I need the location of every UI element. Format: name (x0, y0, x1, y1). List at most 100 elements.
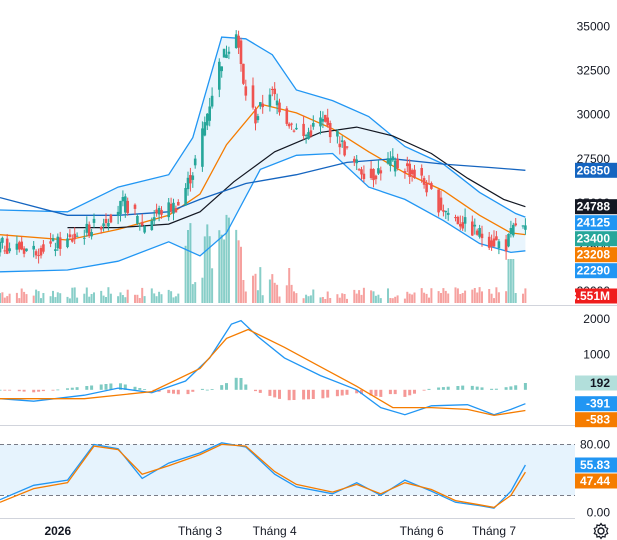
macd-histogram-bar (355, 389, 359, 394)
volume-bar (124, 297, 127, 303)
volume-bar (73, 287, 76, 303)
volume-bar (271, 274, 274, 303)
macd-histogram-bar (220, 385, 224, 390)
macd-histogram-bar (278, 389, 281, 399)
candle-body (239, 40, 243, 64)
macd-histogram-bar (205, 389, 209, 391)
candle-body (193, 158, 197, 166)
macd-histogram-bar (41, 389, 45, 392)
macd-histogram-bar (509, 386, 513, 390)
candle-body (374, 175, 378, 180)
volume-bar (295, 293, 298, 303)
candle-body (140, 222, 144, 226)
candle-body (343, 141, 346, 156)
volume-bar (88, 296, 91, 303)
gear-icon[interactable] (592, 522, 610, 540)
macd-histogram-bar (456, 386, 460, 390)
candle-body (413, 169, 416, 178)
candle-body (90, 232, 93, 237)
volume-bar (309, 295, 312, 303)
candle-body (49, 241, 52, 244)
candle-body (75, 235, 79, 237)
volume-bar (406, 291, 409, 303)
overlay-line (0, 103, 526, 241)
candle-body (495, 236, 498, 241)
volume-bar (522, 293, 524, 303)
axes: 2000022500250002750030000325003500020001… (0, 20, 617, 538)
volume-bar (155, 296, 158, 303)
candle-body (490, 240, 493, 247)
macd-histogram-bar (104, 384, 108, 390)
volume-bar (218, 230, 221, 303)
candle-body (396, 158, 399, 168)
candle-body (319, 117, 322, 127)
price-value-badge-bg (575, 263, 617, 279)
candle-body (478, 228, 481, 237)
volume-bar (476, 292, 479, 303)
candle-body (360, 169, 363, 175)
volume-bar (23, 291, 26, 303)
candle-body (454, 217, 457, 219)
macd-histogram-bar (360, 389, 363, 395)
volume-bar (428, 297, 430, 303)
volume-bar (32, 295, 35, 303)
candle-body (391, 156, 395, 161)
macd-histogram-bar (523, 383, 527, 390)
volume-bar (437, 291, 440, 303)
macd-histogram-bar (461, 385, 465, 390)
macd-histogram-bar (480, 387, 484, 390)
price-pane[interactable] (0, 30, 527, 303)
volume-bar (423, 292, 426, 303)
volume-bar (76, 297, 79, 303)
volume-bar (160, 294, 163, 303)
macd-value-badge-bg (575, 375, 617, 391)
candle-body (34, 251, 38, 256)
candle-body (504, 239, 508, 252)
macd-histogram-bar (22, 389, 26, 392)
stochastic-value-badge: 55.83 (575, 457, 617, 473)
volume-bar (68, 298, 71, 303)
candle-body (225, 54, 228, 58)
volume-bar (326, 291, 329, 303)
candle-body (143, 226, 146, 233)
macd-histogram-bar (494, 388, 498, 390)
candle-body (509, 228, 513, 235)
volume-bar (52, 290, 54, 303)
volume-bar (42, 293, 45, 303)
macd-histogram-bar (239, 378, 243, 390)
volume-value-badge: 3.551M (570, 288, 617, 304)
candle-body (256, 116, 260, 121)
macd-histogram-bar (490, 388, 494, 390)
macd-pane[interactable] (0, 319, 527, 417)
macd-histogram-bar (427, 388, 431, 390)
price-value-badge-bg (575, 231, 617, 247)
volume-bar (411, 294, 414, 303)
volume-bar (268, 279, 271, 303)
macd-histogram-bar (408, 389, 412, 396)
volume-bar (372, 291, 375, 303)
candle-body (357, 169, 361, 171)
candle-body (427, 183, 431, 185)
volume-bar (134, 294, 136, 303)
volume-bars (0, 214, 527, 303)
stochastic-pane[interactable] (0, 442, 575, 509)
volume-bar (107, 287, 110, 303)
candle-body (104, 219, 108, 223)
volume-bar (471, 289, 474, 303)
candle-body (304, 135, 308, 137)
volume-bar (3, 297, 6, 303)
candle-body (169, 203, 173, 212)
candle-body (58, 237, 62, 249)
candle-body (133, 204, 137, 209)
volume-bar (387, 288, 389, 303)
macd-histogram-bar (75, 387, 79, 390)
candle-body (54, 249, 57, 251)
volume-bar (1, 292, 4, 303)
volume-bar (40, 298, 42, 303)
volume-bar (360, 294, 363, 303)
volume-bar (119, 292, 122, 303)
candle-body (475, 230, 479, 235)
candle-body (107, 223, 110, 227)
price-value-badge: 23400 (575, 231, 617, 247)
